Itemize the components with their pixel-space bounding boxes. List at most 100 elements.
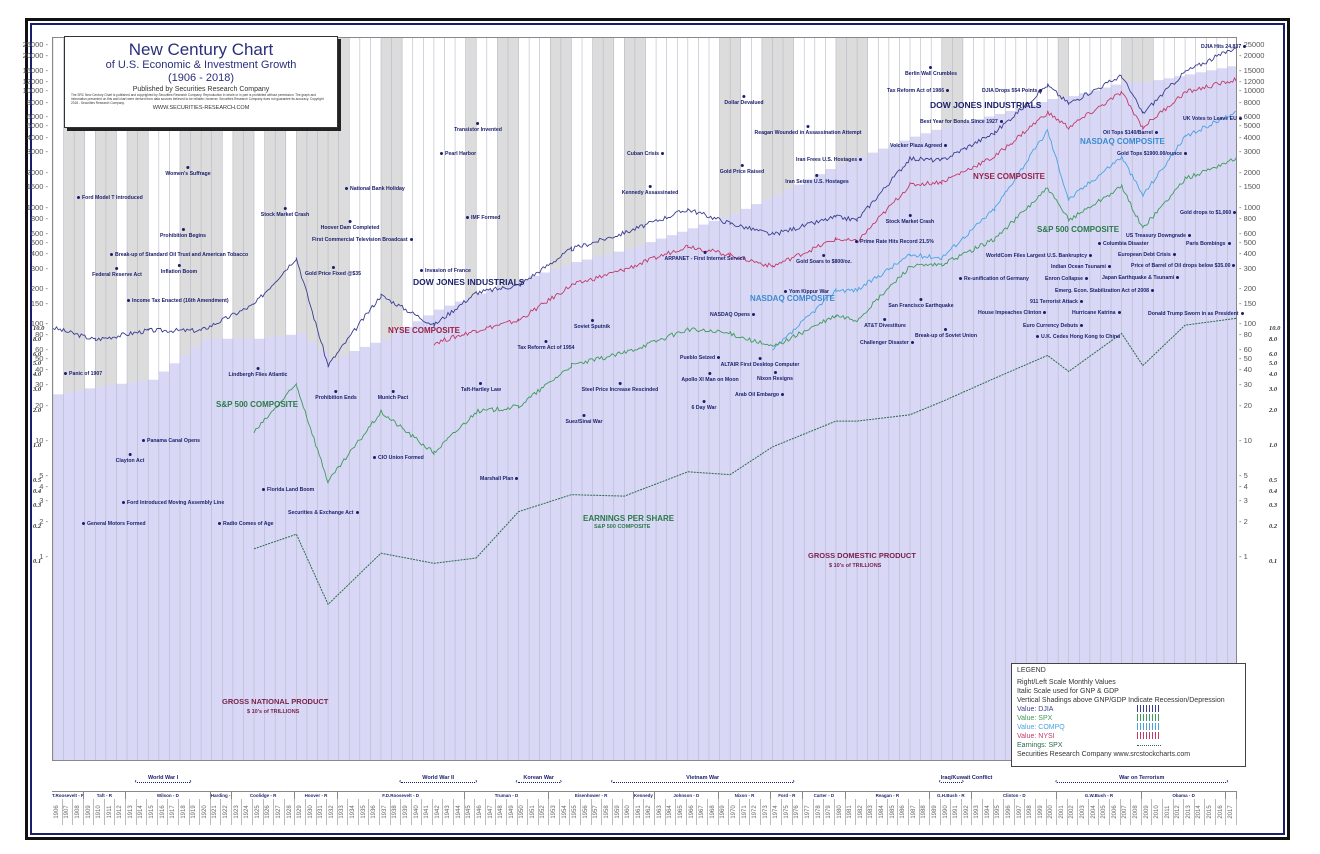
event-dot-icon (1233, 211, 1237, 215)
y-tick-italic: 8.0 (33, 336, 42, 344)
legend-footer: Securities Research Company www.srcstock… (1017, 751, 1191, 758)
event-annotation: Oil Tops $140/Barrel (1103, 130, 1160, 136)
label-eps: EARNINGS PER SHARE (583, 514, 675, 523)
event-annotation: CIO Union Formed (371, 455, 424, 461)
y-tick-italic: 0.4 (1269, 487, 1278, 495)
year-label: 1929 (295, 799, 306, 825)
y-tick-label: - 4000 (1239, 132, 1261, 142)
y-tick-italic: 4.0 (33, 371, 42, 379)
event-annotation: Emerg. Econ. Stabilization Act of 2008 (1055, 288, 1156, 294)
series-line-4 (253, 317, 1236, 606)
president-term: Truman - D (465, 792, 550, 800)
y-tick-label: - 8000 (1239, 97, 1261, 107)
event-annotation: Ford Model T Introduced (75, 195, 143, 201)
year-label: 2013 (1184, 799, 1195, 825)
y-tick-label: - 2 (1239, 516, 1248, 526)
year-label: 1974 (771, 799, 783, 825)
event-dot-icon (618, 382, 622, 386)
event-annotation: Berlin Wall Crumbles (905, 65, 957, 77)
year-label: 1936 (369, 799, 380, 825)
year-label: 2007 (1121, 799, 1132, 825)
year-label: 1941 (422, 799, 433, 825)
y-tick-label: 30 - (35, 380, 48, 390)
y-tick-label: - 500 (1239, 237, 1257, 247)
disclaimer: The SRC New Century Chart is published a… (71, 93, 324, 105)
event-annotation: General Motors Formed (80, 521, 146, 527)
legend-item-earnings: Earnings: SPX (1017, 741, 1240, 750)
y-tick-label: - 5 (1239, 470, 1248, 480)
event-annotation: Women's Suffrage (165, 165, 211, 177)
y-tick-label: 20000 - (22, 51, 48, 61)
y-tick-label: - 80 (1239, 330, 1252, 340)
event-annotation: Transistor Invented (454, 121, 502, 133)
event-dot-icon (218, 522, 221, 526)
year-label: 1956 (581, 799, 592, 825)
year-label: 1947 (486, 799, 497, 825)
year-label: 1976 (793, 799, 804, 825)
legend-item-djia: Value: DJIA (1017, 705, 1240, 714)
year-label: 1996 (1004, 799, 1015, 825)
y-tick-label: 25000 - (22, 40, 48, 49)
year-label: 1935 (359, 799, 370, 825)
y-tick-label: 4000 - (26, 132, 48, 142)
event-annotation: U.K. Cedes Hong Kong to China (1034, 334, 1120, 340)
event-annotation: 911 Terrorist Attack (1030, 299, 1085, 305)
compq-swatch-icon (1137, 723, 1161, 730)
event-annotation: WorldCom Files Largest U.S. Bankruptcy (986, 253, 1094, 259)
chart-canvas (53, 38, 1236, 760)
event-annotation: Stock Market Crash (886, 213, 934, 225)
year-label: 1965 (676, 799, 687, 825)
event-dot-icon (1238, 117, 1242, 121)
y-tick-italic: 4.0 (1269, 371, 1278, 379)
war-span: War on Terrorism ‹ › (1055, 775, 1229, 785)
event-dot-icon (1089, 254, 1093, 258)
year-label: 1948 (496, 799, 507, 825)
y-tick-italic: 6.0 (33, 350, 42, 358)
legend-item-nysi: Value: NYSI (1017, 732, 1240, 741)
event-dot-icon (740, 164, 744, 168)
year-label: 1923 (232, 799, 243, 825)
event-dot-icon (758, 357, 762, 361)
y-tick-italic: 1.0 (1269, 441, 1278, 449)
series-line-1 (433, 76, 1236, 346)
year-label: 1943 (443, 799, 455, 825)
y-tick-label: - 1 (1239, 552, 1248, 561)
y-tick-italic: 6.0 (1269, 350, 1278, 358)
event-annotation: Euro Currency Debuts (1023, 323, 1085, 329)
year-label: 1999 (1036, 799, 1047, 825)
event-dot-icon (1232, 264, 1236, 268)
president-term: Eisenhower - R (549, 792, 634, 800)
year-label: 1982 (856, 799, 867, 825)
year-label: 1955 (570, 799, 582, 825)
event-annotation: Paris Bombings (1186, 241, 1233, 247)
y-tick-italic: 0.2 (1269, 522, 1278, 530)
year-label: 1978 (814, 799, 825, 825)
year-label: 1926 (264, 799, 275, 825)
year-label: 1912 (115, 799, 127, 825)
event-annotation: House Impeaches Clinton (978, 310, 1048, 316)
year-label: 2003 (1078, 799, 1089, 825)
year-label: 1970 (729, 799, 740, 825)
year-label: 1954 (560, 799, 571, 825)
y-tick-italic: 2.0 (33, 406, 42, 414)
year-label: 1960 (623, 799, 634, 825)
year-label: 1959 (613, 799, 624, 825)
year-label: 1992 (962, 799, 973, 825)
website-link[interactable]: WWW.SECURITIES-RESEARCH.COM (152, 105, 250, 111)
year-label: 1977 (803, 799, 814, 825)
year-label: 1957 (592, 799, 603, 825)
y-tick-italic: 8.0 (1269, 336, 1278, 344)
event-dot-icon (648, 185, 652, 189)
event-annotation: Soviet Sputnik (574, 318, 610, 330)
event-annotation: Income Tax Enacted (16th Amendment) (125, 298, 229, 304)
chart-border (30, 23, 1285, 835)
event-dot-icon (110, 253, 113, 257)
event-dot-icon (1240, 312, 1244, 316)
president-term: Clinton - D (972, 792, 1058, 800)
y-tick-label: - 20 (1239, 400, 1252, 410)
event-dot-icon (1154, 131, 1158, 135)
event-annotation: Hoover Dam Completed (321, 219, 379, 231)
y-tick-label: 600 - (30, 228, 48, 238)
chart-title: New Century Chart (128, 40, 274, 59)
year-label: 1920 (200, 799, 211, 825)
